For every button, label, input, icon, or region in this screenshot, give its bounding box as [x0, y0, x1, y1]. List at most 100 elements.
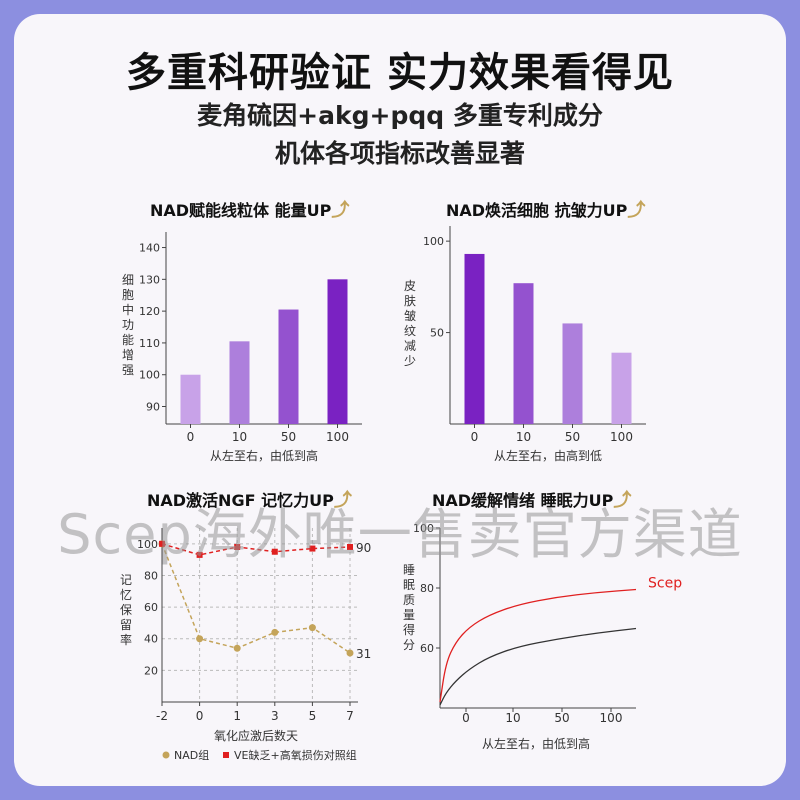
- chart3-x-tick-label: 1: [233, 709, 241, 723]
- chart4-x-axis-label: 从左至右，由低到高: [482, 736, 590, 751]
- chart4-y-tick-label: 100: [413, 522, 434, 535]
- chart3-x-tick-label: 7: [346, 709, 354, 723]
- chart3-y-tick-label: 20: [144, 664, 158, 677]
- chart3-x-tick-label: 5: [309, 709, 317, 723]
- chart4-x-tick-label: 50: [554, 711, 569, 725]
- chart2-y-axis-label-char: 肤: [404, 293, 416, 308]
- chart3-legend-label: VE缺乏+高氧损伤对照组: [234, 748, 357, 762]
- chart3-title: NAD激活NGF 记忆力UP⤴: [147, 490, 352, 511]
- chart3-series-line: [161, 543, 351, 654]
- chart1-y-axis-label-char: 强: [122, 363, 134, 377]
- chart3-legend-label: NAD组: [174, 748, 209, 762]
- chart3-y-tick-label: 60: [144, 601, 158, 614]
- chart3-point: [346, 649, 354, 657]
- chart2-y-tick-label: 50: [430, 327, 444, 340]
- chart2-y-axis-label-char: 皱: [404, 308, 416, 323]
- chart1-y-tick-label: 100: [139, 369, 160, 382]
- chart1-y-axis-label-char: 功: [122, 318, 134, 332]
- chart1-x-tick-label: 100: [326, 430, 349, 444]
- chart4-series-label: Scep: [648, 576, 682, 592]
- chart2-y-axis-label-char: 纹: [404, 324, 416, 338]
- chart4-y-axis-label-char: 睡: [403, 563, 415, 577]
- watermark-text: Scep海外唯一售卖官方渠道: [57, 503, 743, 566]
- chart1-x-axis-label: 从左至右，由低到高: [210, 448, 318, 463]
- chart3-point: [196, 635, 204, 643]
- chart3-x-tick-label: 3: [271, 709, 279, 723]
- chart3-point: [196, 551, 203, 558]
- chart1-y-tick-label: 120: [139, 305, 160, 318]
- chart1-y-tick-label: 140: [139, 242, 160, 255]
- chart1-y-tick-label: 110: [139, 337, 160, 350]
- chart3-point: [234, 543, 241, 550]
- chart1-bar: [180, 374, 201, 424]
- chart2-title: NAD焕活细胞 抗皱力UP⤴: [446, 200, 646, 221]
- chart3-y-axis-label-char: 率: [120, 632, 132, 647]
- chart2-bar: [611, 352, 632, 424]
- chart4-series-curve: [439, 627, 637, 706]
- chart3-point: [271, 548, 278, 555]
- chart3-y-tick-label: 100: [137, 538, 158, 551]
- chart1-y-axis-label-char: 中: [122, 302, 134, 317]
- chart1-title: NAD赋能线粒体 能量UP⤴: [150, 200, 350, 221]
- chart3-point: [347, 543, 353, 550]
- chart3-legend-marker: [162, 751, 170, 759]
- chart1-bar: [327, 279, 348, 424]
- chart3-end-label: 31: [356, 647, 371, 661]
- chart1-y-axis-label-char: 胞: [122, 288, 134, 302]
- chart3-x-axis-label: 氧化应激后数天: [214, 728, 298, 743]
- chart3-point: [271, 628, 279, 636]
- chart1-y-axis-label-char: 增: [122, 348, 134, 362]
- chart3-point: [309, 545, 316, 552]
- chart4-x-tick-label: 10: [505, 711, 520, 725]
- chart2-x-tick-label: 10: [516, 430, 531, 444]
- chart3-y-axis-label-char: 忆: [120, 588, 132, 602]
- chart3-x-tick-label: -2: [156, 709, 168, 723]
- chart4-y-axis-label-char: 分: [403, 638, 415, 652]
- chart3-end-label: 90: [356, 541, 371, 555]
- chart3-point: [308, 624, 316, 632]
- chart1-x-tick-label: 50: [281, 430, 296, 444]
- chart4-y-axis-label-char: 量: [403, 608, 415, 622]
- chart2-x-tick-label: 100: [610, 430, 633, 444]
- up-arrow-icon: ⤴: [613, 490, 632, 511]
- chart3-point: [233, 644, 241, 652]
- chart3-point: [159, 540, 165, 547]
- chart1-bar: [278, 309, 299, 424]
- chart3-y-axis-label-char: 记: [120, 573, 132, 587]
- chart4-x-tick-label: 0: [462, 711, 470, 725]
- chart3-x-tick-label: 0: [196, 709, 204, 723]
- chart2-bar: [464, 253, 485, 424]
- page-subtitle-ingredients: 麦角硫因+akg+pqq 多重专利成分: [197, 101, 603, 130]
- chart4-y-axis-label-char: 眠: [403, 578, 415, 592]
- chart2-x-axis-label: 从左至右，由高到低: [494, 448, 602, 463]
- page-title: 多重科研验证 实力效果看得见: [126, 50, 674, 96]
- chart3-y-axis-label-char: 留: [120, 618, 132, 632]
- chart2-bar: [513, 283, 534, 424]
- chart4-series-curve: [439, 588, 637, 703]
- chart3-y-tick-label: 40: [144, 633, 158, 646]
- chart4-y-tick-label: 60: [420, 642, 434, 655]
- up-arrow-icon: ⤴: [331, 200, 350, 221]
- chart1-y-axis-label-char: 能: [122, 333, 134, 347]
- chart4-x-tick-label: 100: [600, 711, 623, 725]
- chart3-legend-marker: [223, 752, 229, 758]
- up-arrow-icon: ⤴: [627, 200, 646, 221]
- chart1-x-tick-label: 0: [187, 430, 195, 444]
- chart1-bar: [229, 341, 250, 424]
- chart3-y-axis-label-char: 保: [120, 603, 132, 617]
- chart2-x-tick-label: 50: [565, 430, 580, 444]
- up-arrow-icon: ⤴: [333, 490, 352, 511]
- chart2-y-axis-label-char: 少: [404, 354, 416, 368]
- chart2-bar: [562, 323, 583, 424]
- chart2-y-axis-label-char: 皮: [404, 279, 416, 293]
- page-subtitle-effects: 机体各项指标改善显著: [274, 139, 525, 168]
- chart4-title: NAD缓解情绪 睡眠力UP⤴: [432, 490, 632, 511]
- chart2-y-axis-label-char: 减: [404, 339, 416, 353]
- chart4-y-axis-label-char: 得: [403, 622, 415, 637]
- chart1-y-axis-label-char: 细: [122, 273, 134, 287]
- chart1-y-tick-label: 90: [146, 401, 160, 414]
- chart3-y-tick-label: 80: [144, 569, 158, 582]
- chart4-y-axis-label-char: 质: [403, 593, 415, 607]
- chart1-y-tick-label: 130: [139, 273, 160, 286]
